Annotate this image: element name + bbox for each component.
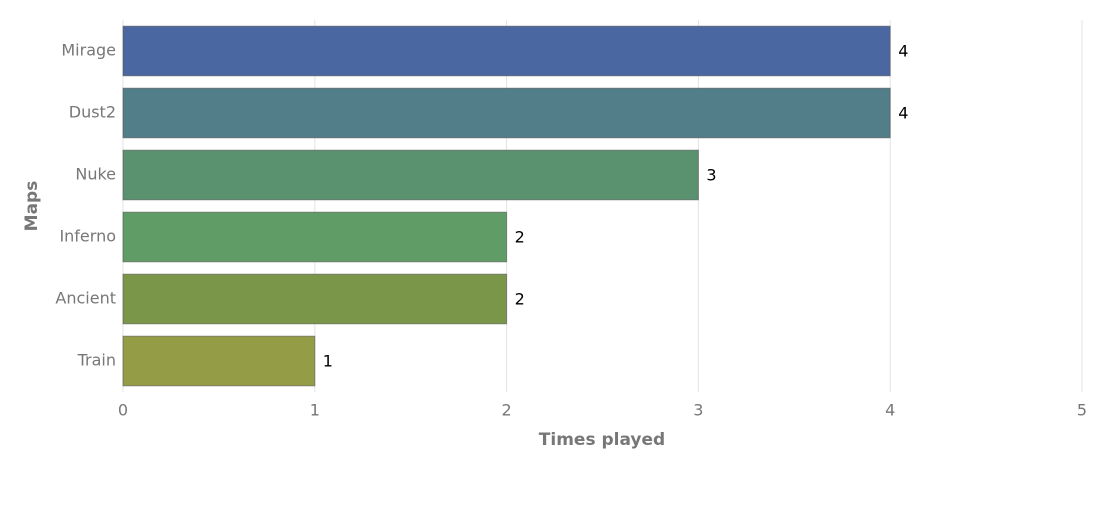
x-tick-label: 3: [693, 401, 703, 420]
value-label: 2: [515, 228, 525, 247]
y-tick-label: Nuke: [75, 165, 116, 184]
bar: [122, 273, 508, 325]
value-label: 1: [323, 352, 333, 371]
x-tick-label: 2: [502, 401, 512, 420]
bar: [122, 87, 891, 139]
value-label: 4: [898, 104, 908, 123]
x-tick-label: 5: [1077, 401, 1087, 420]
x-axis-title: Times played: [539, 430, 665, 450]
value-label: 3: [706, 166, 716, 185]
y-tick-label: Mirage: [61, 41, 116, 60]
bar: [122, 335, 316, 387]
x-tick-label: 1: [310, 401, 320, 420]
y-tick-label: Ancient: [55, 289, 116, 308]
y-tick-label: Train: [77, 351, 116, 370]
value-label: 2: [515, 290, 525, 309]
value-label: 4: [898, 42, 908, 61]
y-tick-label: Inferno: [59, 227, 116, 246]
bar: [122, 25, 891, 77]
y-tick-label: Dust2: [69, 103, 116, 122]
x-tick-label: 0: [118, 401, 128, 420]
bar: [122, 149, 699, 201]
bar: [122, 211, 508, 263]
y-axis-title: Maps: [22, 181, 42, 232]
x-tick-label: 4: [885, 401, 895, 420]
